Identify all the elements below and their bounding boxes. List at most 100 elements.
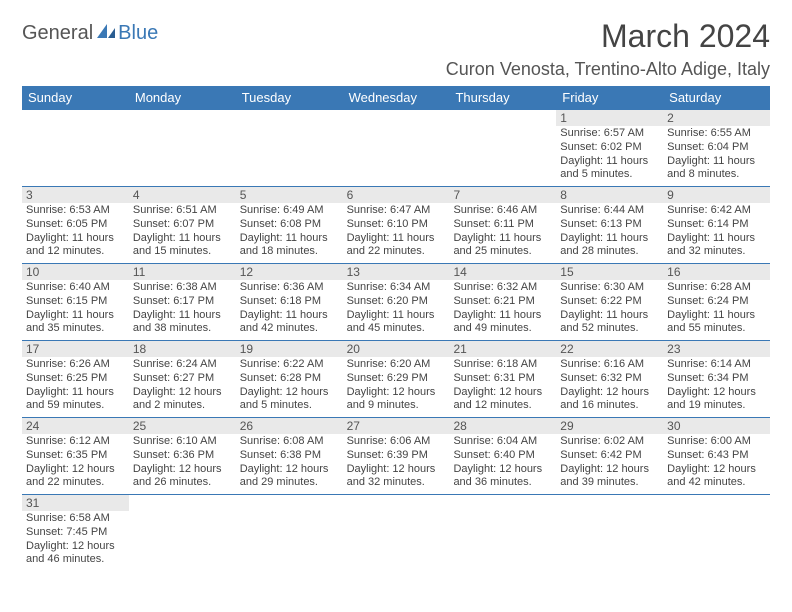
day-body: Sunrise: 6:38 AMSunset: 6:17 PMDaylight:… [129,280,236,338]
day-cell: 8Sunrise: 6:44 AMSunset: 6:13 PMDaylight… [556,187,663,263]
day-cell [449,110,556,186]
title-block: March 2024 Curon Venosta, Trentino-Alto … [446,18,770,80]
daylight-text: Daylight: 12 hours and 29 minutes. [240,463,339,491]
sunrise-text: Sunrise: 6:44 AM [560,204,659,218]
day-body: Sunrise: 6:20 AMSunset: 6:29 PMDaylight:… [343,357,450,415]
day-cell: 1Sunrise: 6:57 AMSunset: 6:02 PMDaylight… [556,110,663,186]
day-number: 4 [129,187,236,203]
day-body: Sunrise: 6:04 AMSunset: 6:40 PMDaylight:… [449,434,556,492]
sunset-text: Sunset: 6:13 PM [560,218,659,232]
daylight-text: Daylight: 11 hours and 45 minutes. [347,309,446,337]
day-body: Sunrise: 6:26 AMSunset: 6:25 PMDaylight:… [22,357,129,415]
daylight-text: Daylight: 11 hours and 12 minutes. [26,232,125,260]
day-number: 1 [556,110,663,126]
day-cell [236,495,343,571]
day-body: Sunrise: 6:24 AMSunset: 6:27 PMDaylight:… [129,357,236,415]
location-subtitle: Curon Venosta, Trentino-Alto Adige, Ital… [446,59,770,80]
sunset-text: Sunset: 6:02 PM [560,141,659,155]
daylight-text: Daylight: 12 hours and 39 minutes. [560,463,659,491]
daylight-text: Daylight: 11 hours and 15 minutes. [133,232,232,260]
day-header-cell: Friday [556,86,663,109]
day-number: 3 [22,187,129,203]
sunset-text: Sunset: 6:34 PM [667,372,766,386]
day-number: 5 [236,187,343,203]
empty-day-bar [343,495,450,511]
daylight-text: Daylight: 12 hours and 46 minutes. [26,540,125,568]
day-number: 10 [22,264,129,280]
sunset-text: Sunset: 6:20 PM [347,295,446,309]
sunrise-text: Sunrise: 6:32 AM [453,281,552,295]
day-number: 8 [556,187,663,203]
empty-day-bar [343,110,450,126]
day-body [236,511,343,514]
day-cell: 21Sunrise: 6:18 AMSunset: 6:31 PMDayligh… [449,341,556,417]
day-cell: 3Sunrise: 6:53 AMSunset: 6:05 PMDaylight… [22,187,129,263]
daylight-text: Daylight: 11 hours and 59 minutes. [26,386,125,414]
sunrise-text: Sunrise: 6:34 AM [347,281,446,295]
day-cell: 4Sunrise: 6:51 AMSunset: 6:07 PMDaylight… [129,187,236,263]
sunset-text: Sunset: 6:35 PM [26,449,125,463]
sunset-text: Sunset: 6:21 PM [453,295,552,309]
day-cell: 26Sunrise: 6:08 AMSunset: 6:38 PMDayligh… [236,418,343,494]
logo-text-blue: Blue [118,22,158,45]
empty-day-bar [449,110,556,126]
sunset-text: Sunset: 6:18 PM [240,295,339,309]
sunrise-text: Sunrise: 6:46 AM [453,204,552,218]
day-cell [663,495,770,571]
sunset-text: Sunset: 6:10 PM [347,218,446,232]
day-body: Sunrise: 6:34 AMSunset: 6:20 PMDaylight:… [343,280,450,338]
day-cell: 31Sunrise: 6:58 AMSunset: 7:45 PMDayligh… [22,495,129,571]
daylight-text: Daylight: 11 hours and 25 minutes. [453,232,552,260]
sunset-text: Sunset: 6:17 PM [133,295,232,309]
day-cell: 16Sunrise: 6:28 AMSunset: 6:24 PMDayligh… [663,264,770,340]
day-number: 19 [236,341,343,357]
sunset-text: Sunset: 6:11 PM [453,218,552,232]
empty-day-bar [129,495,236,511]
day-body: Sunrise: 6:46 AMSunset: 6:11 PMDaylight:… [449,203,556,261]
day-header-cell: Tuesday [236,86,343,109]
empty-day-bar [236,495,343,511]
sunset-text: Sunset: 6:39 PM [347,449,446,463]
daylight-text: Daylight: 12 hours and 12 minutes. [453,386,552,414]
sunset-text: Sunset: 6:04 PM [667,141,766,155]
sunrise-text: Sunrise: 6:22 AM [240,358,339,372]
day-cell: 15Sunrise: 6:30 AMSunset: 6:22 PMDayligh… [556,264,663,340]
day-cell [343,110,450,186]
sunset-text: Sunset: 6:32 PM [560,372,659,386]
day-header-row: SundayMondayTuesdayWednesdayThursdayFrid… [22,86,770,110]
daylight-text: Daylight: 11 hours and 35 minutes. [26,309,125,337]
week-row: 3Sunrise: 6:53 AMSunset: 6:05 PMDaylight… [22,187,770,264]
logo: General Blue [22,22,158,45]
day-number: 12 [236,264,343,280]
sunset-text: Sunset: 6:38 PM [240,449,339,463]
daylight-text: Daylight: 11 hours and 49 minutes. [453,309,552,337]
sunrise-text: Sunrise: 6:53 AM [26,204,125,218]
day-cell [129,110,236,186]
daylight-text: Daylight: 11 hours and 28 minutes. [560,232,659,260]
day-body [22,126,129,129]
day-body [129,126,236,129]
day-body: Sunrise: 6:00 AMSunset: 6:43 PMDaylight:… [663,434,770,492]
sunrise-text: Sunrise: 6:10 AM [133,435,232,449]
day-cell: 17Sunrise: 6:26 AMSunset: 6:25 PMDayligh… [22,341,129,417]
empty-day-bar [449,495,556,511]
sunrise-text: Sunrise: 6:28 AM [667,281,766,295]
day-cell [449,495,556,571]
sunrise-text: Sunrise: 6:51 AM [133,204,232,218]
sunrise-text: Sunrise: 6:42 AM [667,204,766,218]
daylight-text: Daylight: 12 hours and 36 minutes. [453,463,552,491]
day-body [663,511,770,514]
page-title: March 2024 [446,18,770,55]
day-number: 31 [22,495,129,511]
day-cell: 24Sunrise: 6:12 AMSunset: 6:35 PMDayligh… [22,418,129,494]
daylight-text: Daylight: 11 hours and 18 minutes. [240,232,339,260]
day-body: Sunrise: 6:16 AMSunset: 6:32 PMDaylight:… [556,357,663,415]
day-number: 9 [663,187,770,203]
day-number: 16 [663,264,770,280]
day-cell: 19Sunrise: 6:22 AMSunset: 6:28 PMDayligh… [236,341,343,417]
daylight-text: Daylight: 12 hours and 19 minutes. [667,386,766,414]
sunset-text: Sunset: 6:22 PM [560,295,659,309]
week-row: 10Sunrise: 6:40 AMSunset: 6:15 PMDayligh… [22,264,770,341]
logo-text-general: General [22,22,93,45]
day-body: Sunrise: 6:49 AMSunset: 6:08 PMDaylight:… [236,203,343,261]
